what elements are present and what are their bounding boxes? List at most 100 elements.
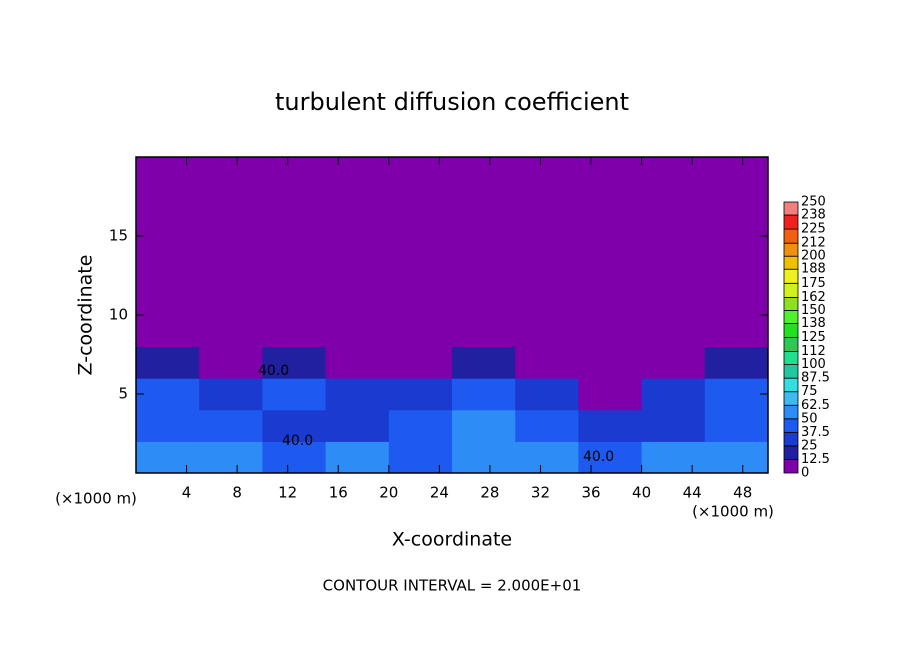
contour-label: 40.0 xyxy=(282,433,313,449)
cell xyxy=(325,378,390,411)
colorbar-swatch xyxy=(783,296,799,311)
colorbar-label: 50 xyxy=(801,411,818,426)
cell xyxy=(515,220,579,253)
cell xyxy=(578,441,643,474)
chart-title: turbulent diffusion coefficient xyxy=(275,88,629,116)
cell xyxy=(704,346,769,379)
colorbar-swatch xyxy=(783,242,799,257)
cell xyxy=(641,315,706,348)
cell xyxy=(452,346,516,379)
colorbar-label: 0 xyxy=(801,466,809,481)
cell xyxy=(325,441,390,474)
cell xyxy=(704,220,769,253)
cell xyxy=(515,378,579,411)
colorbar-label: 75 xyxy=(801,384,818,399)
cell xyxy=(641,251,706,284)
cell xyxy=(325,346,390,379)
colorbar-label: 37.5 xyxy=(801,425,830,440)
cell xyxy=(388,441,453,474)
colorbar-swatch xyxy=(783,309,799,324)
cell xyxy=(199,441,263,474)
y-tick-label: 10 xyxy=(109,306,128,324)
cell xyxy=(641,441,706,474)
cell xyxy=(578,378,643,411)
cell xyxy=(136,409,200,442)
cell xyxy=(641,220,706,253)
contour-label: 40.0 xyxy=(258,363,289,379)
x-tick-label: 16 xyxy=(329,484,348,502)
cell xyxy=(199,378,263,411)
colorbar-label: 225 xyxy=(801,222,826,237)
colorbar-swatch xyxy=(783,431,799,447)
colorbar-label: 238 xyxy=(801,208,826,223)
x-tick-label: 48 xyxy=(733,484,752,502)
colorbar-swatch xyxy=(783,459,799,474)
x-tick-label: 36 xyxy=(581,484,600,502)
cell xyxy=(262,283,327,316)
cell xyxy=(641,346,706,379)
cell xyxy=(515,251,579,284)
cell xyxy=(199,283,263,316)
colorbar-label: 12.5 xyxy=(801,452,830,467)
colorbar-swatch xyxy=(783,364,799,379)
cell xyxy=(578,188,643,221)
cell xyxy=(388,283,453,316)
cell xyxy=(452,157,516,190)
cell xyxy=(262,378,327,411)
colorbar-label: 200 xyxy=(801,249,826,264)
cell xyxy=(136,283,200,316)
colorbar-label: 212 xyxy=(801,236,826,251)
colorbar-label: 175 xyxy=(801,276,826,291)
cell xyxy=(325,283,390,316)
cell xyxy=(641,283,706,316)
cell xyxy=(578,315,643,348)
cell xyxy=(262,220,327,253)
cell xyxy=(452,409,516,442)
cell xyxy=(262,188,327,221)
cell xyxy=(136,378,200,411)
cell xyxy=(136,441,200,474)
cell xyxy=(578,346,643,379)
cell xyxy=(262,315,327,348)
colorbar-swatch xyxy=(783,404,799,420)
colorbar-swatch xyxy=(783,337,799,352)
cell xyxy=(452,188,516,221)
cell xyxy=(515,315,579,348)
colorbar-swatch xyxy=(783,201,799,216)
cell xyxy=(515,346,579,379)
colorbar-swatch xyxy=(783,418,799,433)
cell xyxy=(136,346,200,379)
cell xyxy=(388,346,453,379)
cell xyxy=(136,157,200,190)
cell xyxy=(388,251,453,284)
cell xyxy=(515,409,579,442)
y-unit: (×1000 m) xyxy=(55,490,137,508)
x-tick-label: 40 xyxy=(632,484,651,502)
colorbar-swatch xyxy=(783,214,799,230)
cell xyxy=(199,220,263,253)
cell xyxy=(325,409,390,442)
cell xyxy=(199,251,263,284)
x-unit: (×1000 m) xyxy=(692,503,774,521)
cell xyxy=(199,188,263,221)
cell xyxy=(704,251,769,284)
y-axis-label: Z-coordinate xyxy=(75,255,97,376)
colorbar-label: 62.5 xyxy=(801,398,830,413)
colorbar-label: 112 xyxy=(801,344,826,359)
x-tick-label: 12 xyxy=(278,484,297,502)
cell xyxy=(262,346,327,379)
cell xyxy=(199,157,263,190)
colorbar-swatch xyxy=(783,228,799,244)
cell xyxy=(452,251,516,284)
colorbar-label: 250 xyxy=(801,195,826,210)
x-tick-label: 8 xyxy=(232,484,242,502)
cell xyxy=(388,220,453,253)
colorbar-swatch xyxy=(783,255,799,270)
cell xyxy=(704,157,769,190)
cell xyxy=(325,251,390,284)
colorbar-label: 138 xyxy=(801,316,826,331)
cell xyxy=(262,441,327,474)
cell xyxy=(325,157,390,190)
colorbar-swatch xyxy=(783,391,799,406)
